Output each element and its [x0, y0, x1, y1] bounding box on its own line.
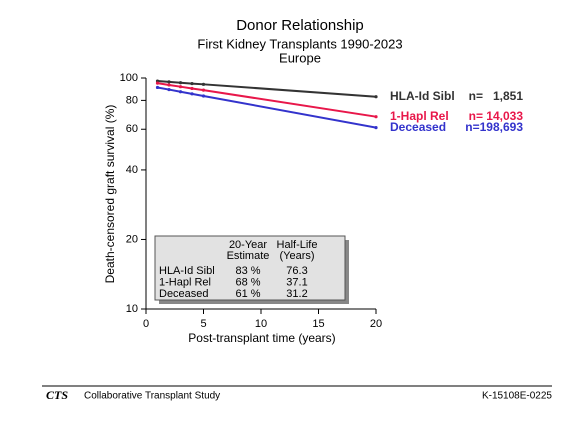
y-tick-label: 40 — [126, 164, 138, 176]
x-tick-label: 5 — [200, 318, 206, 330]
x-axis-label: Post-transplant time (years) — [188, 331, 335, 345]
point-marker — [167, 87, 171, 92]
y-axis-label: Death-censored graft survival (%) — [103, 105, 117, 284]
x-tick-label: 15 — [312, 318, 324, 330]
series-line — [157, 82, 377, 118]
point-marker — [167, 83, 171, 87]
footer-name: Collaborative Transplant Study — [84, 391, 220, 402]
footer-code: K-15108E-0225 — [482, 391, 552, 402]
table-header: 20-Year — [229, 239, 267, 251]
series-line — [157, 80, 377, 98]
series-line — [157, 86, 377, 129]
table-cell: HLA-Id Sibl — [159, 265, 215, 277]
x-tick-label: 20 — [370, 318, 382, 330]
point-marker — [374, 115, 378, 119]
point-marker — [178, 90, 183, 94]
point-marker — [155, 85, 160, 90]
table-cell: 61 % — [235, 288, 260, 300]
table-header: Half-Life — [277, 239, 318, 251]
y-tick-label: 20 — [126, 233, 138, 245]
point-marker — [167, 80, 171, 84]
point-marker — [178, 85, 183, 89]
legend-count: n= 1,851 — [469, 89, 524, 103]
y-tick-label: 80 — [126, 94, 138, 106]
table-cell: 31.2 — [286, 288, 307, 300]
table-cell: 76.3 — [286, 265, 307, 277]
legend-count: n=198,693 — [465, 120, 523, 134]
y-tick-label: 60 — [126, 123, 138, 135]
table-header: (Years) — [279, 250, 314, 262]
point-marker — [201, 88, 206, 92]
point-marker — [155, 81, 160, 85]
point-marker — [190, 92, 194, 96]
footer-logo: CTS — [46, 388, 68, 402]
point-marker — [190, 81, 194, 86]
table-cell: 83 % — [235, 265, 260, 277]
point-marker — [178, 81, 183, 85]
y-tick-label: 100 — [120, 72, 138, 84]
table-header: Estimate — [227, 250, 270, 262]
x-tick-label: 0 — [143, 318, 149, 330]
legend-label: Deceased — [390, 120, 446, 134]
table-cell: Deceased — [159, 288, 209, 300]
point-marker — [374, 125, 378, 130]
chart-subtitle: First Kidney Transplants 1990-2023 — [197, 36, 402, 51]
table-cell: 37.1 — [286, 276, 307, 288]
x-tick-label: 10 — [255, 318, 267, 330]
y-tick-label: 10 — [126, 303, 138, 315]
table-cell: 1-Hapl Rel — [159, 276, 211, 288]
legend-count: n= 14,033 — [469, 109, 524, 123]
chart-subtitle: Europe — [279, 50, 321, 65]
point-marker — [374, 95, 378, 99]
point-marker — [201, 94, 206, 98]
summary-table — [154, 235, 346, 301]
chart-title: Donor Relationship — [236, 17, 364, 34]
legend-label: HLA-Id Sibl — [390, 89, 455, 103]
point-marker — [190, 86, 194, 91]
point-marker — [201, 82, 206, 86]
legend-label: 1-Hapl Rel — [390, 109, 449, 123]
table-cell: 68 % — [235, 276, 260, 288]
